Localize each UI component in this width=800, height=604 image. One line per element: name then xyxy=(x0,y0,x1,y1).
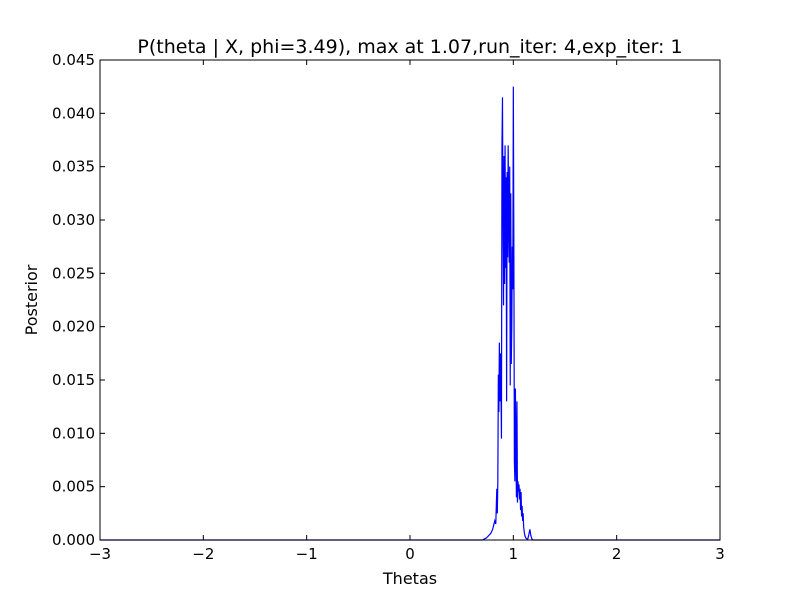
x-tick-label: −1 xyxy=(296,545,318,563)
y-tick-label: 0.035 xyxy=(52,158,95,176)
y-tick-label: 0.015 xyxy=(52,371,95,389)
y-tick-label: 0.005 xyxy=(52,478,95,496)
plot-area xyxy=(100,86,720,541)
x-tick-label: 0 xyxy=(405,545,415,563)
x-axis: −3 −2 −1 0 1 2 3 xyxy=(89,60,725,563)
y-tick-label: 0.045 xyxy=(52,51,95,69)
x-axis-label: Thetas xyxy=(382,569,437,588)
y-tick-label: 0.040 xyxy=(52,104,95,122)
y-tick-label: 0.020 xyxy=(52,318,95,336)
x-tick-label: −3 xyxy=(89,545,111,563)
y-axis: 0.000 0.005 0.010 0.015 0.020 0.025 0.030 0.035… xyxy=(52,51,720,549)
x-tick-label: 3 xyxy=(715,545,725,563)
y-tick-label: 0.000 xyxy=(52,531,95,549)
plot-frame xyxy=(99,59,721,541)
series-line-0 xyxy=(100,86,720,541)
x-tick-label: 1 xyxy=(509,545,519,563)
x-tick-label: −2 xyxy=(192,545,214,563)
x-tick-label: 2 xyxy=(612,545,622,563)
y-tick-label: 0.025 xyxy=(52,264,95,282)
chart-title: P(theta | X, phi=3.49), max at 1.07,run_… xyxy=(137,36,682,58)
y-axis-label: Posterior xyxy=(22,264,41,335)
y-tick-label: 0.010 xyxy=(52,424,95,442)
y-tick-label: 0.030 xyxy=(52,211,95,229)
